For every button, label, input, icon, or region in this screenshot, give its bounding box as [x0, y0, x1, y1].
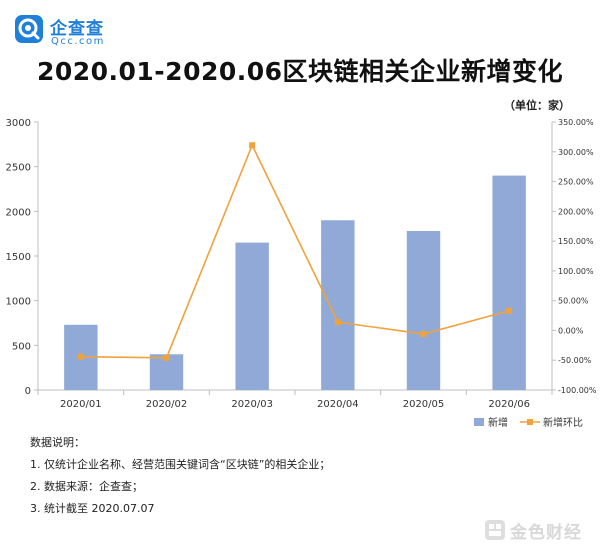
x-tick-label: 2020/03	[231, 399, 273, 410]
y-right-tick-label: 250.00%	[558, 178, 594, 187]
line-point	[506, 307, 513, 314]
y-left-tick-label: 2500	[6, 163, 31, 174]
y-right-tick-label: 100.00%	[558, 267, 594, 276]
line-point	[334, 319, 341, 326]
watermark-text: 金色财经	[510, 523, 582, 543]
y-left-tick-label: 3000	[6, 118, 31, 129]
note-item: 1. 仅统计企业名称、经营范围关键词含“区块链”的相关企业；	[30, 458, 331, 471]
y-right-tick-label: 350.00%	[558, 118, 594, 127]
x-tick-label: 2020/05	[403, 399, 445, 410]
bar	[235, 242, 269, 390]
qcc-logo: 企查查 Qcc.com	[14, 12, 134, 52]
legend-label: 新增	[488, 416, 508, 429]
notes-heading: 数据说明：	[30, 436, 85, 449]
y-right-tick-label: 0.00%	[558, 326, 584, 335]
y-left-tick-label: 1000	[6, 297, 31, 308]
jinse-logo-icon	[485, 520, 505, 540]
x-tick-label: 2020/06	[488, 399, 530, 410]
qcc-logo-icon	[15, 15, 43, 43]
chart-title: 2020.01-2020.06区块链相关企业新增变化	[36, 57, 564, 86]
note-item: 2. 数据来源：企查查；	[30, 480, 143, 493]
bar	[321, 220, 355, 390]
bar	[406, 230, 441, 390]
x-tick-label: 2020/02	[146, 399, 188, 410]
line-point	[163, 354, 170, 361]
unit-label: （单位：家）	[504, 99, 570, 112]
bar	[492, 175, 526, 390]
logo-name: 企查查	[50, 19, 104, 39]
data-notes: 数据说明： 1. 仅统计企业名称、经营范围关键词含“区块链”的相关企业； 2. …	[30, 432, 330, 520]
y-right-tick-label: -100.00%	[558, 386, 597, 395]
line-point	[249, 142, 256, 149]
y-right-tick-label: 50.00%	[558, 297, 589, 306]
line-point	[420, 331, 427, 338]
y-left-tick-label: 1500	[6, 252, 31, 263]
y-right-tick-label: 150.00%	[558, 237, 594, 246]
logo-subtitle: Qcc.com	[51, 36, 105, 47]
x-tick-label: 2020/04	[317, 399, 359, 410]
y-right-tick-label: -50.00%	[558, 356, 592, 365]
y-left-tick-label: 2000	[6, 207, 31, 218]
note-item: 3. 统计截至 2020.07.07	[30, 502, 155, 515]
x-tick-label: 2020/01	[60, 399, 102, 410]
y-right-tick-label: 200.00%	[558, 207, 594, 216]
y-left-tick-label: 0	[25, 386, 31, 397]
legend-swatch-bar	[474, 418, 484, 426]
y-right-tick-label: 300.00%	[558, 148, 594, 157]
series-line-mom	[80, 143, 510, 359]
legend-swatch-marker	[527, 419, 533, 425]
legend-label: 新增环比	[543, 416, 583, 429]
y-left-tick-label: 500	[12, 341, 31, 352]
line-point	[77, 353, 84, 360]
jinse-watermark: 金色财经	[484, 517, 594, 543]
